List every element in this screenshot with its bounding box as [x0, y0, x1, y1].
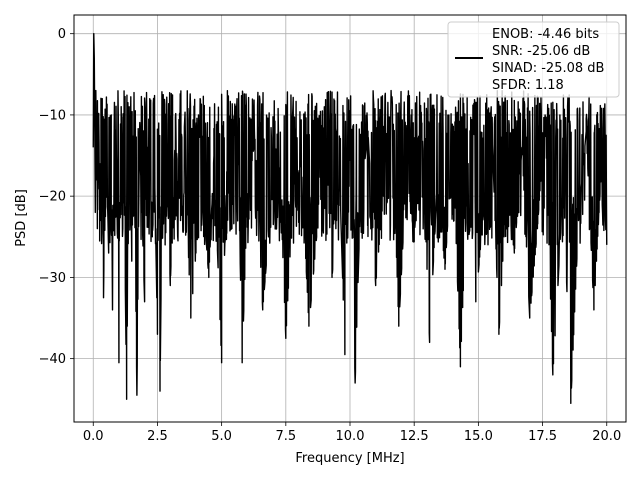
legend: ENOB: -4.46 bits SNR: -25.06 dB SINAD: -…: [447, 21, 620, 98]
x-axis-ticks: 0.0 2.5 5.0 7.5 10.0 12.5 15.0 17.5 20.0: [83, 422, 621, 444]
x-tick-label: 12.5: [400, 429, 429, 444]
legend-enob: ENOB: -4.46 bits: [492, 27, 599, 42]
x-tick-label: 10.0: [336, 429, 365, 444]
y-axis-ticks: 0 −10 −20 −30 −40: [39, 27, 74, 367]
plot-area: [92, 32, 608, 405]
x-tick-label: 2.5: [147, 429, 168, 444]
y-tick-label: −20: [39, 190, 66, 205]
x-tick-label: 20.0: [592, 429, 621, 444]
y-tick-label: 0: [58, 27, 66, 42]
x-tick-label: 7.5: [275, 429, 296, 444]
series-layer: [92, 32, 608, 405]
x-tick-label: 0.0: [83, 429, 104, 444]
y-tick-label: −40: [39, 352, 66, 367]
psd-series-line: [92, 32, 608, 405]
y-axis-label: PSD [dB]: [14, 189, 29, 247]
x-tick-label: 15.0: [464, 429, 493, 444]
legend-box: [447, 21, 620, 98]
y-tick-label: −30: [39, 271, 66, 286]
x-axis-label: Frequency [MHz]: [295, 451, 404, 466]
legend-snr: SNR: -25.06 dB: [492, 44, 590, 59]
x-tick-label: 5.0: [211, 429, 232, 444]
legend-sfdr: SFDR: 1.18: [492, 78, 564, 93]
legend-sinad: SINAD: -25.08 dB: [492, 61, 604, 76]
x-tick-label: 17.5: [528, 429, 557, 444]
y-tick-label: −10: [39, 108, 66, 123]
